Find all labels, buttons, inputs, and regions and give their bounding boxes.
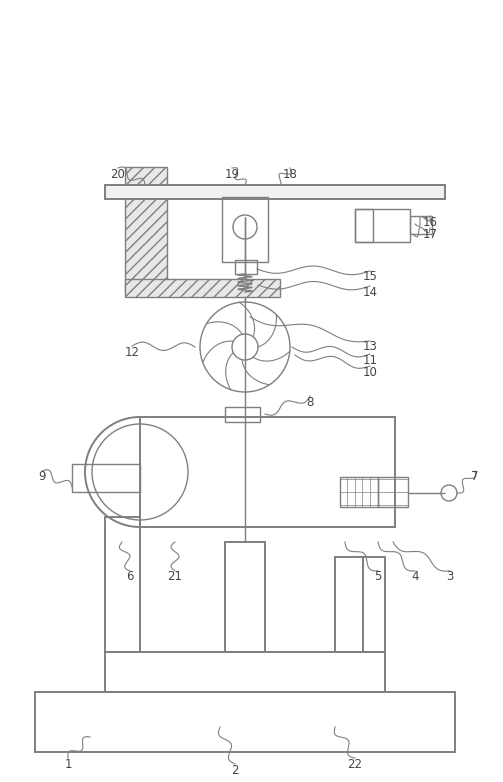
Bar [105, 517, 140, 652]
Bar [355, 209, 373, 242]
Bar [72, 464, 140, 492]
Text: 21: 21 [167, 571, 183, 583]
Text: 17: 17 [423, 228, 438, 241]
Text: 22: 22 [348, 758, 363, 770]
Bar [235, 260, 257, 274]
Text: 1: 1 [64, 758, 72, 770]
Bar [410, 216, 432, 234]
Text: 14: 14 [363, 285, 377, 299]
Bar [378, 477, 408, 507]
Bar [140, 417, 395, 527]
Text: 13: 13 [363, 340, 377, 353]
Bar [335, 557, 363, 652]
Text: 15: 15 [363, 271, 377, 284]
Bar [225, 542, 265, 652]
Text: 11: 11 [363, 353, 377, 367]
Bar [125, 167, 167, 292]
Text: 3: 3 [446, 571, 454, 583]
Bar [340, 477, 378, 507]
Text: 2: 2 [231, 763, 239, 777]
Text: 16: 16 [423, 216, 438, 228]
Bar [355, 209, 410, 242]
Text: 8: 8 [306, 396, 314, 408]
Text: 9: 9 [38, 471, 46, 483]
Text: 18: 18 [283, 167, 297, 181]
Bar [222, 197, 268, 262]
Text: 5: 5 [374, 571, 382, 583]
Text: 12: 12 [125, 346, 139, 358]
Bar [363, 557, 385, 652]
Bar [35, 692, 455, 752]
Text: 7: 7 [471, 471, 479, 483]
Bar [225, 407, 260, 422]
Text: 10: 10 [363, 365, 377, 378]
Bar [105, 652, 385, 692]
Text: 19: 19 [224, 167, 239, 181]
Text: 20: 20 [111, 167, 125, 181]
Text: 6: 6 [126, 571, 134, 583]
Bar [105, 185, 445, 199]
Bar [125, 279, 280, 297]
Text: 4: 4 [411, 571, 419, 583]
